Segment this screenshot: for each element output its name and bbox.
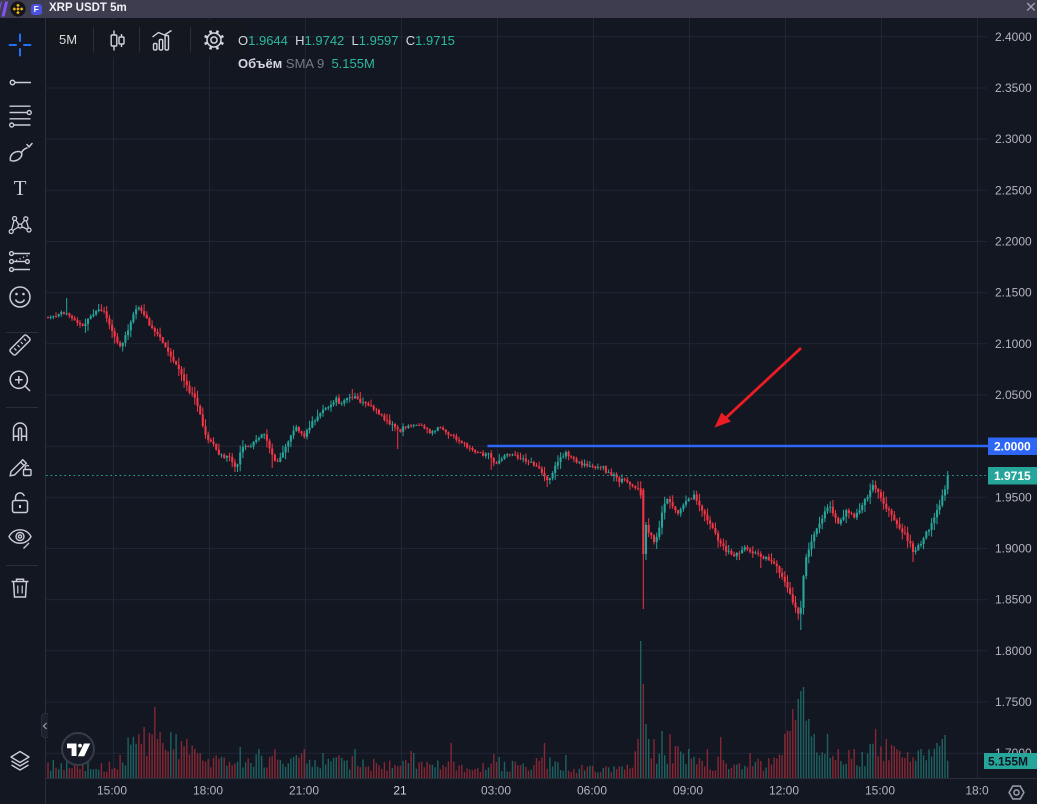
svg-text:21:00: 21:00 [289, 784, 319, 798]
svg-text:2.0500: 2.0500 [995, 388, 1032, 402]
svg-text:1.9500: 1.9500 [995, 490, 1032, 504]
svg-text:2.1500: 2.1500 [995, 286, 1032, 300]
svg-text:1.8000: 1.8000 [995, 644, 1032, 658]
svg-text:2.2500: 2.2500 [995, 183, 1032, 197]
svg-text:2.4000: 2.4000 [995, 30, 1032, 44]
svg-text:18:0: 18:0 [965, 784, 989, 798]
svg-text:18:00: 18:00 [193, 784, 223, 798]
svg-text:T: T [14, 176, 27, 200]
svg-text:21: 21 [393, 784, 407, 798]
svg-text:09:00: 09:00 [673, 784, 703, 798]
svg-text:2.3500: 2.3500 [995, 81, 1032, 95]
svg-text:2.0000: 2.0000 [994, 440, 1031, 454]
svg-text:1.7500: 1.7500 [995, 695, 1032, 709]
svg-text:15:00: 15:00 [97, 784, 127, 798]
svg-text:03:00: 03:00 [481, 784, 511, 798]
svg-text:1.9715: 1.9715 [994, 469, 1031, 483]
svg-text:12:00: 12:00 [769, 784, 799, 798]
svg-text:2.2000: 2.2000 [995, 235, 1032, 249]
svg-text:2.1000: 2.1000 [995, 337, 1032, 351]
svg-text:2.3000: 2.3000 [995, 132, 1032, 146]
svg-text:06:00: 06:00 [577, 784, 607, 798]
svg-text:1.8500: 1.8500 [995, 593, 1032, 607]
svg-text:15:00: 15:00 [865, 784, 895, 798]
svg-text:5.155M: 5.155M [988, 755, 1028, 769]
svg-text:1.9000: 1.9000 [995, 542, 1032, 556]
